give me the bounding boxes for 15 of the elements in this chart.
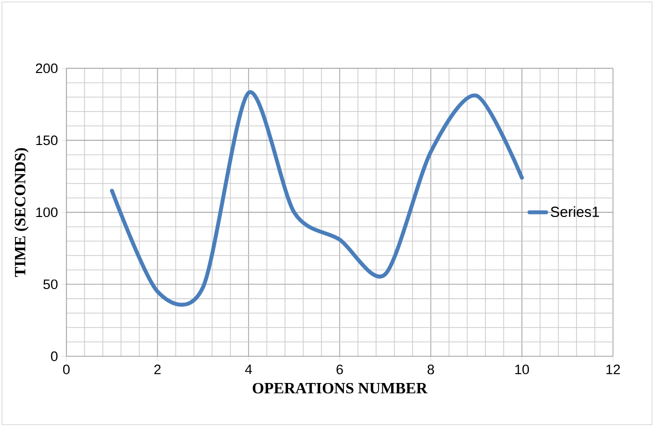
x-axis-title: OPERATIONS NUMBER xyxy=(252,383,428,394)
y-tick-label: 150 xyxy=(36,136,58,146)
y-axis-title: TIME (SECONDS) xyxy=(14,148,29,278)
x-tick-label: 12 xyxy=(606,364,620,374)
x-tick-label: 0 xyxy=(63,364,70,375)
y-tick-label: 0 xyxy=(50,352,58,362)
x-tick-label: 6 xyxy=(336,364,343,375)
x-tick-label: 2 xyxy=(154,364,161,374)
y-tick-label: 200 xyxy=(36,64,58,74)
y-tick-label: 50 xyxy=(43,280,58,290)
x-tick-label: 8 xyxy=(428,364,434,375)
x-tick-label: 4 xyxy=(245,364,252,374)
legend-label: Series1 xyxy=(550,206,600,218)
x-tick-label: 10 xyxy=(515,364,529,375)
y-tick-label: 100 xyxy=(36,208,58,218)
